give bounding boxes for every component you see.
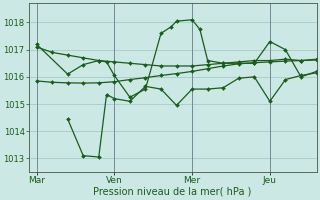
X-axis label: Pression niveau de la mer( hPa ): Pression niveau de la mer( hPa ): [93, 187, 252, 197]
